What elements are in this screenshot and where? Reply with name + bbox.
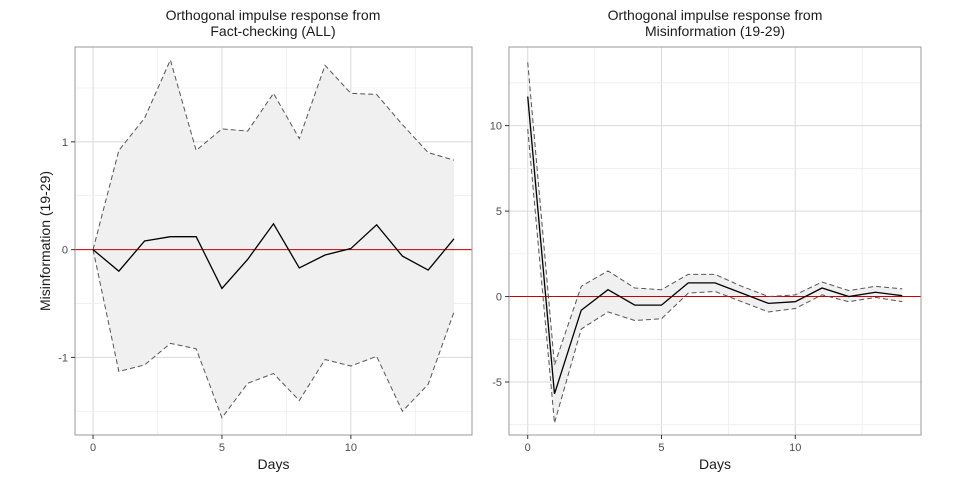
x-tick-label: 5 [219,442,225,454]
chart-title-line: Orthogonal impulse response from [608,7,823,23]
x-tick-label: 0 [90,442,96,454]
y-axis-label: Misinformation (19-29) [37,171,53,311]
panel-border [508,46,922,436]
lower-bound-line [92,249,455,419]
y-tick-label: 10 [490,121,502,133]
upper-bound-line [527,62,903,366]
lower-bound-line [527,128,903,424]
chart-panel-2: Orthogonal impulse response fromMisinfor… [490,7,922,472]
confidence-band [527,62,903,424]
y-tick-label: 0 [496,292,502,304]
upper-bound-line [92,58,455,250]
chart-title-line: Orthogonal impulse response from [166,7,381,23]
panel-border [74,46,473,436]
response-line [527,96,903,395]
chart-title-line: Fact-checking (ALL) [210,23,335,39]
response-line [92,222,455,290]
y-tick-label: -1 [58,352,68,364]
x-tick-label: 0 [525,442,531,454]
x-axis-label: Days [258,456,290,472]
x-tick-label: 10 [345,442,357,454]
chart-title-line: Misinformation (19-29) [645,23,785,39]
y-tick-label: 1 [62,137,68,149]
x-tick-label: 10 [789,442,801,454]
y-tick-label: 0 [62,245,68,257]
chart-panel-1: Orthogonal impulse response fromFact-che… [37,7,473,472]
y-tick-label: -5 [492,377,502,389]
y-tick-label: 5 [496,206,502,218]
x-axis-label: Days [699,456,731,472]
x-tick-label: 5 [658,442,664,454]
confidence-band [93,59,454,418]
